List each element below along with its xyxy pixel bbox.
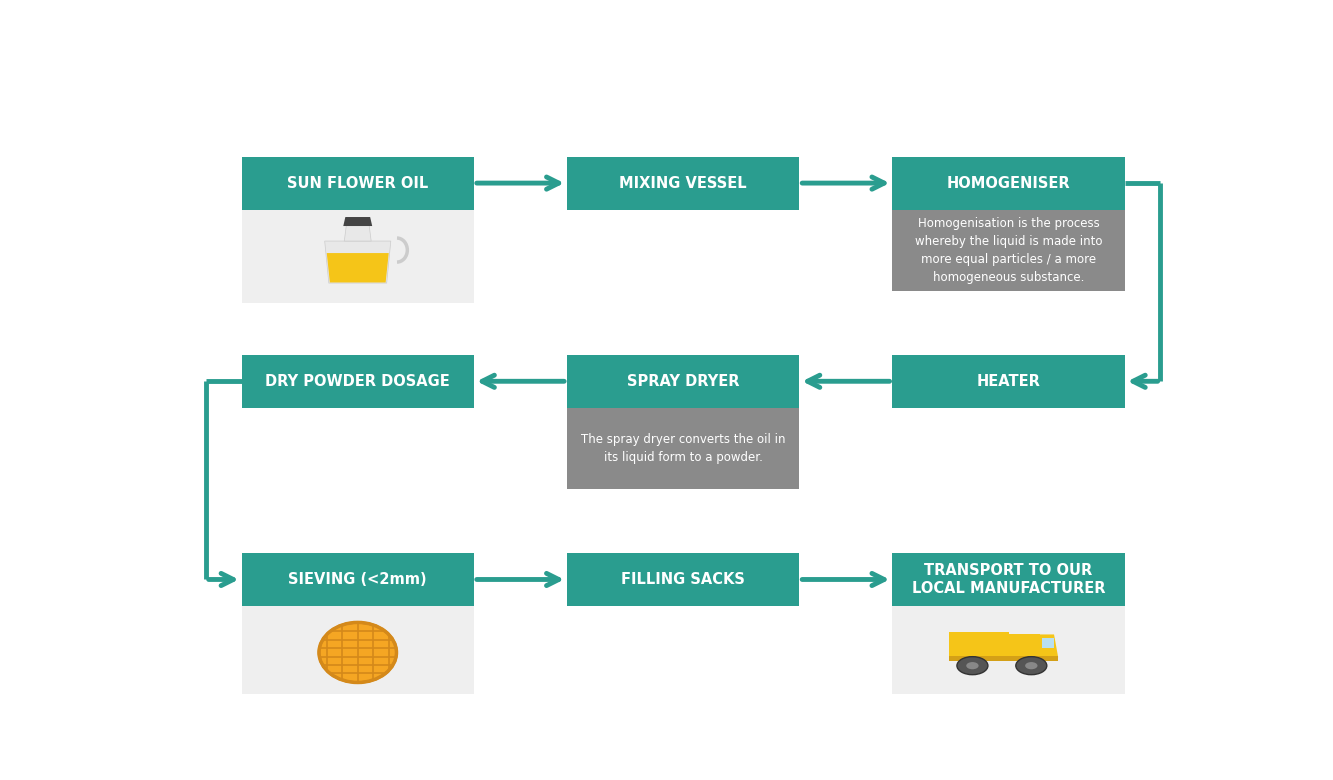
Text: The spray dryer converts the oil in
its liquid form to a powder.: The spray dryer converts the oil in its … (581, 433, 785, 464)
FancyBboxPatch shape (241, 553, 475, 606)
Text: TRANSPORT TO OUR
LOCAL MANUFACTURER: TRANSPORT TO OUR LOCAL MANUFACTURER (912, 562, 1105, 596)
FancyBboxPatch shape (892, 606, 1125, 699)
FancyBboxPatch shape (1009, 634, 1040, 658)
FancyBboxPatch shape (892, 553, 1125, 606)
FancyBboxPatch shape (892, 157, 1125, 210)
Polygon shape (325, 241, 391, 283)
Circle shape (966, 662, 978, 669)
FancyBboxPatch shape (241, 157, 475, 210)
Text: HEATER: HEATER (977, 374, 1041, 388)
FancyBboxPatch shape (892, 355, 1125, 408)
FancyBboxPatch shape (1041, 638, 1054, 647)
FancyBboxPatch shape (567, 355, 800, 408)
FancyBboxPatch shape (949, 656, 1058, 661)
Ellipse shape (319, 622, 396, 682)
Polygon shape (344, 225, 371, 241)
Text: SPRAY DRYER: SPRAY DRYER (627, 374, 740, 388)
Text: SUN FLOWER OIL: SUN FLOWER OIL (287, 176, 428, 190)
FancyBboxPatch shape (241, 606, 475, 699)
Polygon shape (1040, 634, 1058, 658)
FancyBboxPatch shape (241, 210, 475, 303)
Text: MIXING VESSEL: MIXING VESSEL (620, 176, 746, 190)
Text: DRY POWDER DOSAGE: DRY POWDER DOSAGE (265, 374, 451, 388)
Circle shape (1025, 662, 1037, 669)
FancyBboxPatch shape (567, 408, 800, 489)
Circle shape (957, 657, 988, 675)
Polygon shape (327, 253, 389, 282)
FancyBboxPatch shape (949, 632, 1009, 658)
Circle shape (1016, 657, 1046, 675)
FancyBboxPatch shape (241, 355, 475, 408)
Polygon shape (344, 217, 372, 226)
Text: HOMOGENISER: HOMOGENISER (946, 176, 1070, 190)
Text: FILLING SACKS: FILLING SACKS (621, 572, 745, 587)
FancyBboxPatch shape (892, 210, 1125, 291)
Text: SIEVING (<2mm): SIEVING (<2mm) (288, 572, 427, 587)
FancyBboxPatch shape (567, 157, 800, 210)
Text: Homogenisation is the process
whereby the liquid is made into
more equal particl: Homogenisation is the process whereby th… (914, 217, 1102, 284)
FancyBboxPatch shape (567, 553, 800, 606)
